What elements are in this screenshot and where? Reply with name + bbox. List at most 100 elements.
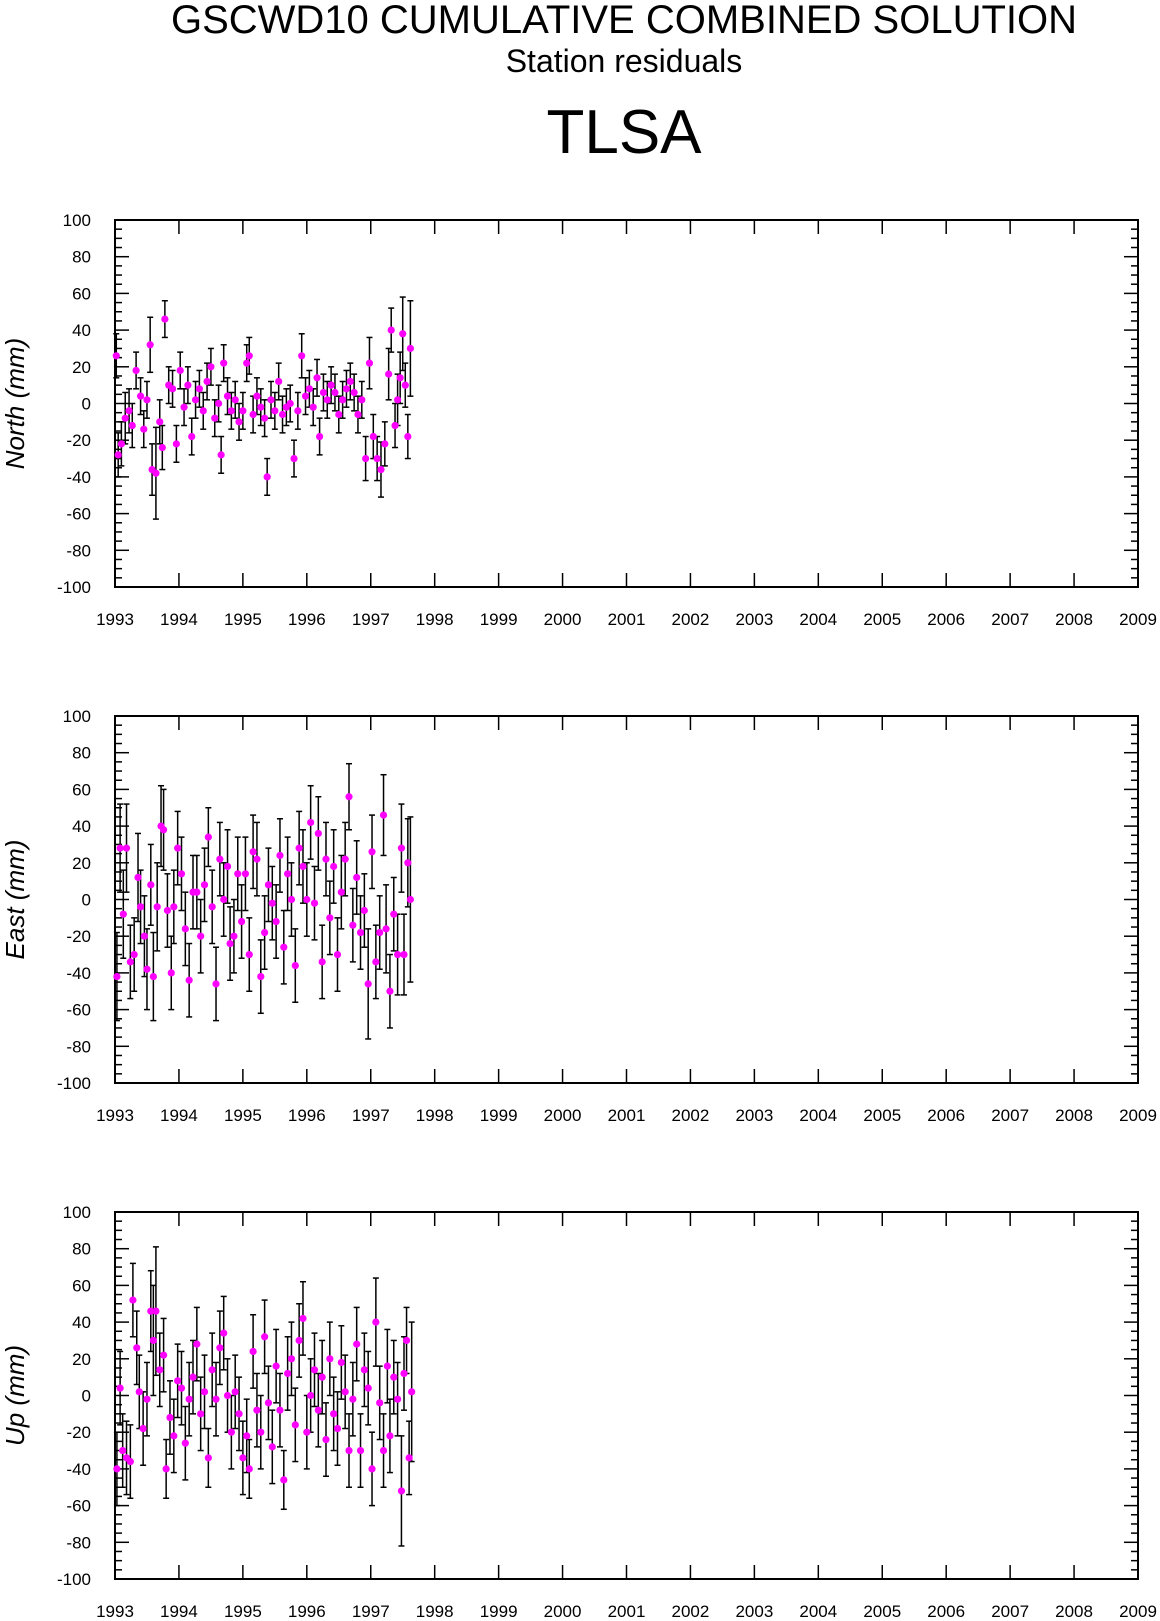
x-tick-label: 1995	[224, 1106, 262, 1125]
data-point	[177, 1384, 186, 1392]
data-point	[339, 396, 347, 404]
x-tick-label: 1993	[96, 1602, 134, 1621]
y-tick-label: 100	[63, 1203, 91, 1222]
data-point	[408, 1388, 416, 1396]
y-tick-label: 0	[82, 1387, 91, 1406]
data-point	[189, 1373, 197, 1381]
data-point	[385, 370, 393, 378]
data-point	[217, 451, 225, 459]
data-point	[263, 473, 271, 481]
data-point	[226, 939, 234, 948]
data-point	[253, 1406, 261, 1414]
data-point	[159, 826, 168, 834]
x-tick-label: 1996	[288, 1602, 326, 1621]
data-point	[400, 1369, 408, 1378]
data-point	[163, 906, 172, 915]
data-point	[122, 844, 131, 852]
data-point	[143, 1395, 151, 1403]
data-point	[379, 811, 388, 819]
data-point	[402, 1336, 411, 1345]
data-point	[216, 855, 224, 863]
data-point	[223, 1391, 232, 1400]
x-tick-label: 1997	[352, 1106, 390, 1125]
y-tick-label: 60	[72, 1276, 91, 1295]
x-tick-label: 2003	[735, 1602, 773, 1621]
data-point	[331, 388, 339, 397]
data-point	[284, 1369, 292, 1378]
y-tick-label: 40	[72, 1313, 91, 1332]
data-point	[193, 888, 201, 896]
x-tick-label: 2009	[1119, 1106, 1157, 1125]
data-point	[245, 950, 253, 959]
data-point	[181, 925, 189, 933]
data-point	[257, 972, 265, 981]
data-point	[290, 454, 298, 463]
data-point	[314, 1406, 322, 1414]
data-point	[117, 440, 125, 448]
data-point	[257, 1428, 265, 1436]
data-point	[243, 359, 251, 367]
y-tick-label: -20	[66, 1423, 91, 1442]
x-tick-label: 2005	[863, 1602, 901, 1621]
data-point	[303, 895, 311, 904]
x-tick-label: 1999	[480, 1106, 518, 1125]
data-point	[166, 1413, 174, 1422]
data-point	[326, 1355, 334, 1363]
data-point	[239, 407, 247, 415]
y-tick-label: -60	[66, 1001, 91, 1020]
data-point	[139, 1424, 147, 1433]
y-tick-label: 0	[82, 395, 91, 414]
data-point	[272, 1362, 280, 1370]
data-point	[386, 987, 394, 995]
data-point	[356, 1446, 365, 1455]
data-point	[220, 895, 228, 904]
x-tick-label: 2003	[735, 610, 773, 629]
data-point	[368, 848, 376, 856]
data-point	[167, 969, 175, 977]
data-point	[345, 1446, 353, 1455]
data-point	[307, 818, 315, 827]
data-point	[230, 932, 238, 940]
data-point	[267, 396, 275, 404]
data-point	[364, 980, 372, 988]
x-tick-label: 2008	[1055, 1602, 1093, 1621]
x-tick-label: 2008	[1055, 610, 1093, 629]
data-point	[342, 385, 351, 393]
data-point	[381, 440, 389, 448]
data-point	[161, 315, 169, 323]
data-point	[368, 1465, 376, 1473]
data-point	[257, 403, 265, 411]
data-point	[140, 425, 148, 433]
data-point	[223, 392, 232, 400]
x-tick-label: 1993	[96, 610, 134, 629]
data-point	[276, 851, 284, 860]
data-point	[379, 1446, 388, 1455]
data-point	[305, 385, 313, 393]
y-tick-label: -100	[57, 1074, 91, 1093]
data-point	[227, 1428, 235, 1436]
x-tick-label: 2000	[544, 1106, 582, 1125]
y-tick-label: -80	[66, 1533, 91, 1552]
data-point	[316, 432, 324, 441]
chart-panel-1: 100 80 60 40 20 0 -20 -40 -60 -80 -100 1993 1994 1995…	[0, 707, 1157, 1125]
data-point	[353, 1340, 361, 1348]
data-point	[197, 932, 205, 940]
data-point	[220, 359, 228, 367]
data-point	[156, 418, 164, 426]
data-point	[394, 950, 402, 959]
data-point	[373, 454, 381, 463]
data-point	[112, 352, 120, 360]
data-point	[231, 1388, 239, 1396]
x-tick-label: 2005	[863, 1106, 901, 1125]
data-point	[291, 1421, 299, 1429]
data-point	[241, 870, 250, 878]
x-tick-label: 1998	[416, 1106, 454, 1125]
y-tick-label: -60	[66, 1497, 91, 1516]
data-point	[275, 377, 283, 386]
data-point	[235, 418, 243, 426]
data-point	[116, 844, 124, 852]
y-tick-label: -40	[66, 964, 91, 983]
data-point	[130, 950, 138, 959]
data-point	[280, 943, 288, 951]
data-point	[318, 1373, 326, 1381]
